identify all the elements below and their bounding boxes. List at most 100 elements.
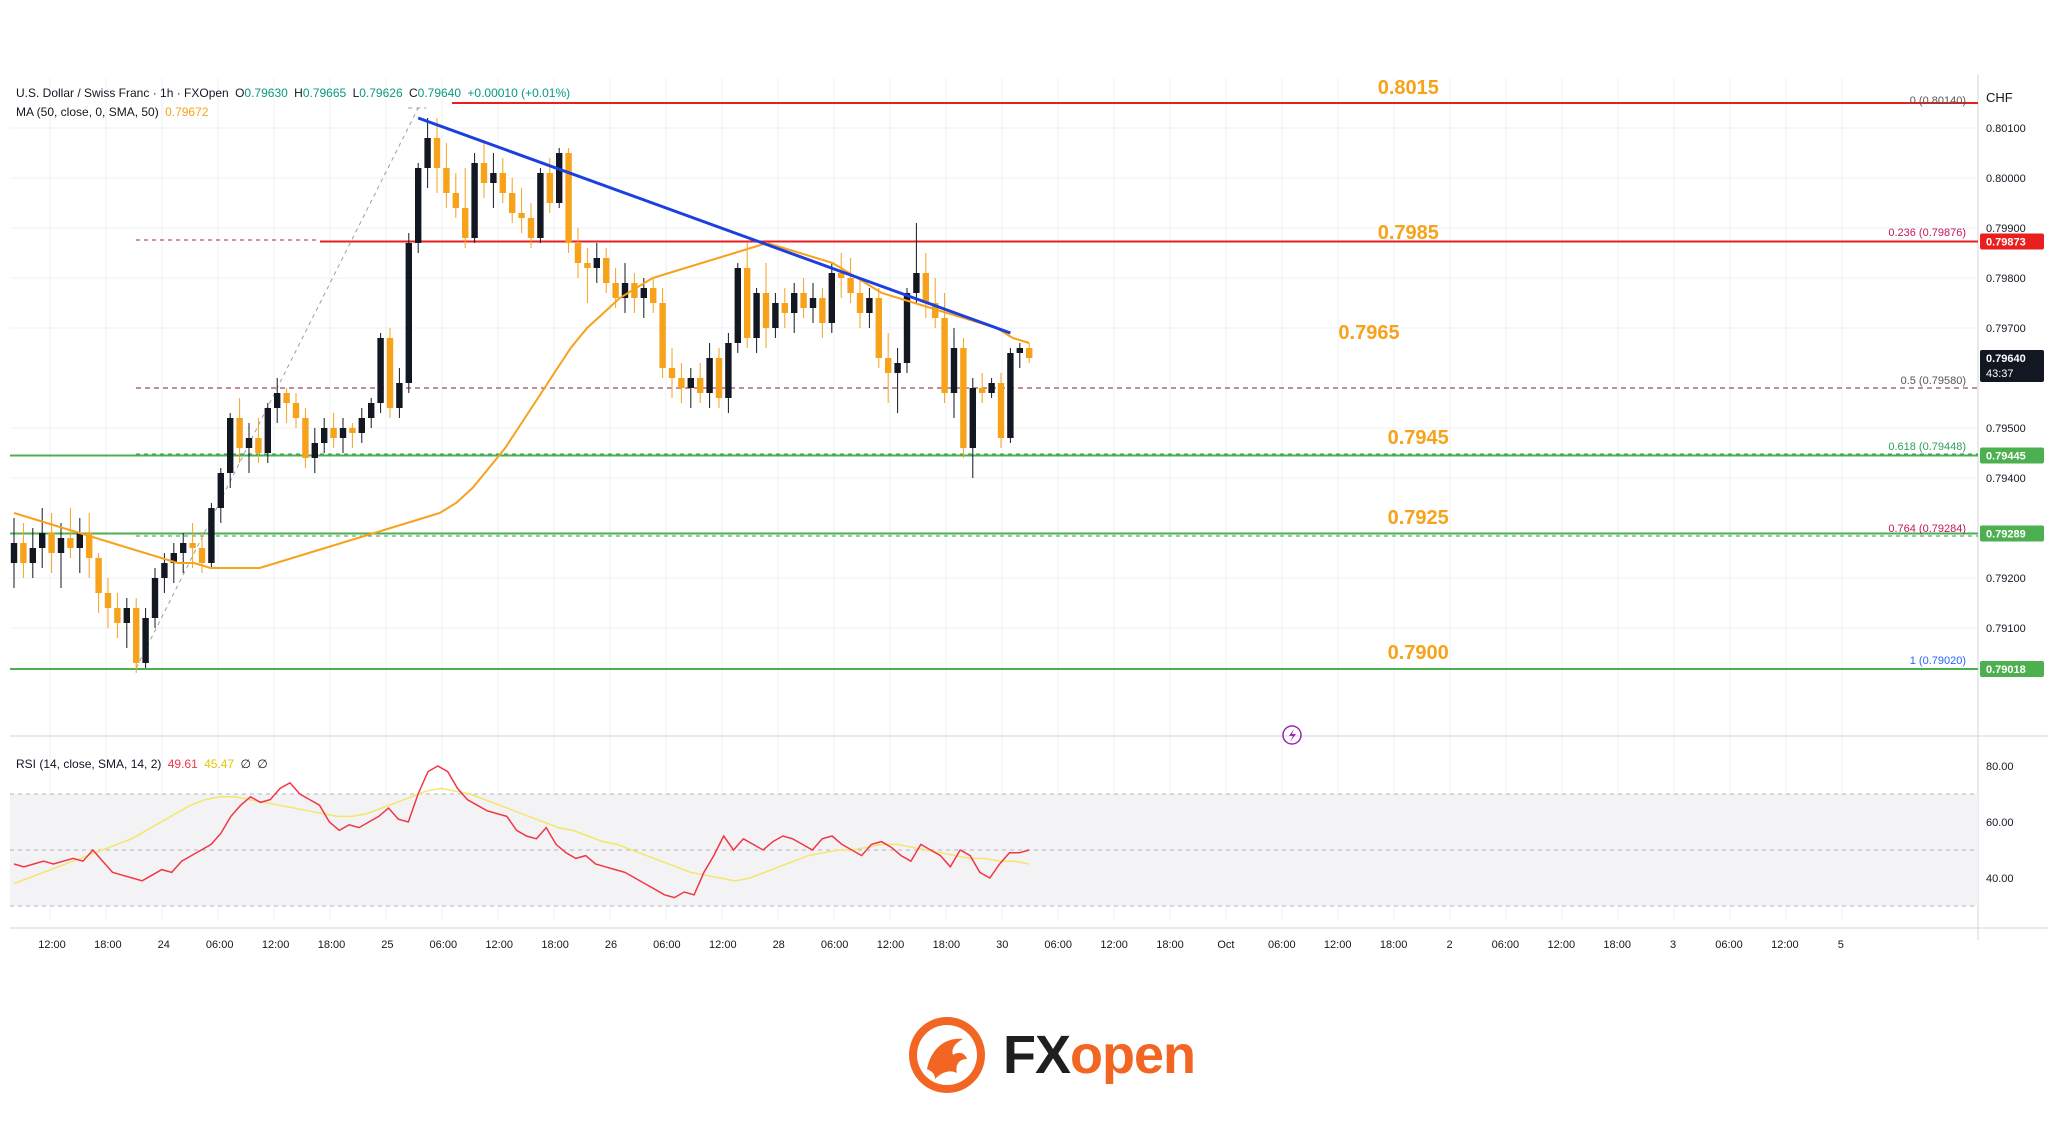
candle-body xyxy=(546,173,553,203)
price-badge-bg xyxy=(1980,233,2044,250)
fib-label: 0.5 (0.79580) xyxy=(1901,375,1966,387)
candlesticks xyxy=(10,118,1033,673)
candle-body xyxy=(114,608,121,623)
candle-body xyxy=(67,538,74,548)
candle-body xyxy=(217,473,224,508)
time-tick-label: 06:00 xyxy=(1492,939,1520,951)
time-tick-label: Oct xyxy=(1217,939,1234,951)
candle-body xyxy=(20,543,27,563)
candle-body xyxy=(292,403,300,418)
candle-body xyxy=(104,593,112,608)
time-tick-label: 5 xyxy=(1838,939,1844,951)
candle-body xyxy=(932,303,939,318)
candle-body xyxy=(39,533,46,548)
candle-body xyxy=(76,533,83,548)
currency-label: CHF xyxy=(1986,90,2013,105)
candle-body xyxy=(302,418,309,458)
candle-body xyxy=(396,383,403,408)
candle-body xyxy=(462,208,469,238)
candle-body xyxy=(668,368,676,378)
candle-body xyxy=(631,283,638,298)
candle-body xyxy=(828,273,835,323)
candle-body xyxy=(556,153,563,203)
candle-body xyxy=(565,153,572,243)
candle-body xyxy=(725,343,732,398)
candle-body xyxy=(499,173,506,193)
candle-body xyxy=(264,408,271,453)
level-label-07925: 0.7925 xyxy=(1388,507,1449,529)
price-badge-bg xyxy=(1980,350,2044,382)
candle-body xyxy=(255,438,262,453)
price-badge-text: 0.79018 xyxy=(1986,664,2026,676)
candle-body xyxy=(274,393,281,408)
time-tick-label: 06:00 xyxy=(1268,939,1296,951)
candle-body xyxy=(208,508,215,563)
rsi-line xyxy=(13,765,1030,899)
candle-body xyxy=(969,388,976,448)
level-label-07965: 0.7965 xyxy=(1338,322,1399,344)
candle-body xyxy=(979,388,986,393)
candle-body xyxy=(687,378,694,388)
candle-body xyxy=(443,168,450,193)
candle-body xyxy=(433,138,441,168)
candle-body xyxy=(856,293,864,313)
fxopen-wordmark: FXopen xyxy=(1003,1024,1196,1086)
candle-body xyxy=(123,608,130,623)
candle-body xyxy=(1026,348,1033,358)
candle-body xyxy=(1007,353,1014,438)
candle-body xyxy=(885,358,892,373)
time-tick-label: 18:00 xyxy=(94,939,122,951)
candle-body xyxy=(180,543,187,553)
candle-body xyxy=(415,168,422,243)
candle-body xyxy=(133,608,140,663)
open-value: 0.79630 xyxy=(244,86,288,100)
time-tick-label: 18:00 xyxy=(541,939,569,951)
candle-body xyxy=(819,298,826,323)
price-tick-label: 0.80000 xyxy=(1986,173,2026,185)
price-tick-label: 0.80100 xyxy=(1986,123,2026,135)
price-tick-label: 0.79400 xyxy=(1986,473,2026,485)
candle-body xyxy=(809,298,817,308)
candle-body xyxy=(95,558,102,593)
rsi-lines xyxy=(13,765,1030,899)
fib-label: 0.764 (0.79284) xyxy=(1888,523,1966,535)
time-tick-label: 12:00 xyxy=(485,939,513,951)
level-label-07900: 0.7900 xyxy=(1388,642,1449,664)
ohlc-legend: U.S. Dollar / Swiss Franc · 1h · FXOpen … xyxy=(16,86,573,100)
time-tick-label: 06:00 xyxy=(206,939,234,951)
candle-body xyxy=(960,348,967,448)
candle-body xyxy=(612,283,619,298)
price-tick-label: 0.79200 xyxy=(1986,573,2026,585)
brand-open: open xyxy=(1070,1025,1196,1085)
rsi-tick-label: 80.00 xyxy=(1986,761,2014,773)
candle-body xyxy=(349,428,356,433)
price-badge-text: 0.79873 xyxy=(1986,237,2026,249)
candle-body xyxy=(762,293,770,328)
price-tick-label: 0.79700 xyxy=(1986,323,2026,335)
candle-body xyxy=(988,383,995,393)
candle-body xyxy=(57,538,65,553)
lightning-icon xyxy=(1282,725,1302,745)
time-tick-label: 24 xyxy=(158,939,170,951)
open-label: O xyxy=(235,86,245,100)
candle-body xyxy=(29,548,36,563)
candle-body xyxy=(48,533,55,553)
time-tick-label: 18:00 xyxy=(318,939,346,951)
candle-body xyxy=(847,278,854,293)
candle-body xyxy=(922,273,929,303)
fib-label: 1 (0.79020) xyxy=(1910,655,1966,667)
candle-body xyxy=(151,578,159,618)
rsi-legend: RSI (14, close, SMA, 14, 2) 49.61 45.47 … xyxy=(16,757,271,771)
candle-body xyxy=(509,193,516,213)
candle-body xyxy=(10,543,18,563)
price-badges: 0.79873 0.79640 43:37 0.79445 0.79289 0.79018 xyxy=(1980,233,2044,677)
candle-body xyxy=(358,418,365,433)
fib-label: 0 (0.80140) xyxy=(1910,95,1966,107)
candle-body xyxy=(706,358,713,393)
price-tick-label: 0.79500 xyxy=(1986,423,2026,435)
rsi-tick-label: 40.00 xyxy=(1986,873,2014,885)
time-tick-label: 18:00 xyxy=(1156,939,1184,951)
trendline xyxy=(417,116,1011,335)
price-badge-bg xyxy=(1980,525,2044,542)
